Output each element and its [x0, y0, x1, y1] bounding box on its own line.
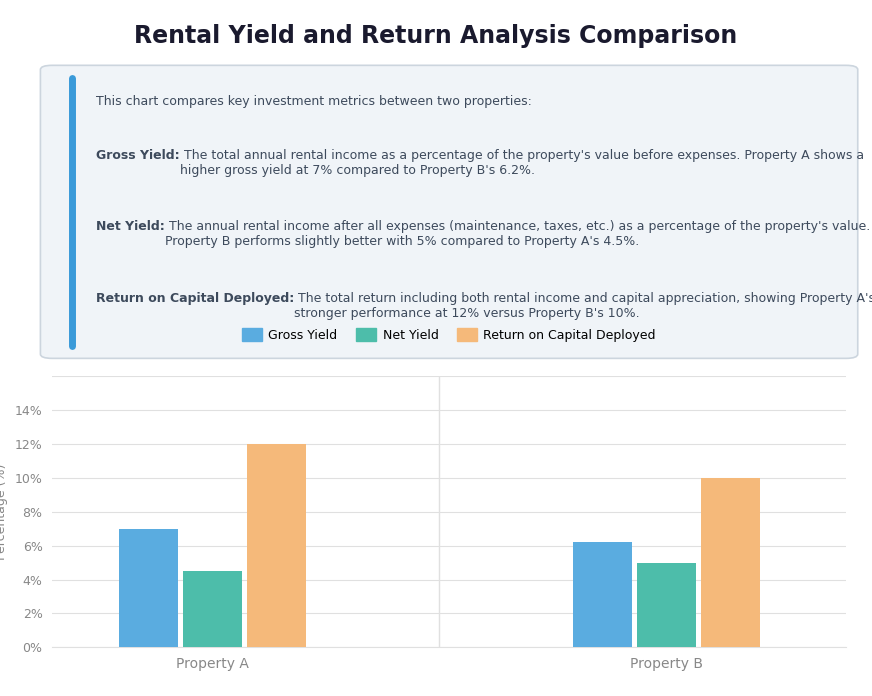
Text: Net Yield:: Net Yield: — [96, 221, 165, 233]
Text: Gross Yield:: Gross Yield: — [96, 149, 180, 162]
Bar — [573, 542, 632, 647]
Text: Return on Capital Deployed:: Return on Capital Deployed: — [96, 292, 294, 305]
Legend: Gross Yield, Net Yield, Return on Capital Deployed: Gross Yield, Net Yield, Return on Capita… — [237, 323, 661, 347]
Text: The annual rental income after all expenses (maintenance, taxes, etc.) as a perc: The annual rental income after all expen… — [165, 221, 870, 248]
Text: The total return including both rental income and capital appreciation, showing : The total return including both rental i… — [294, 292, 872, 319]
Bar — [247, 444, 306, 647]
Bar — [701, 478, 760, 647]
FancyBboxPatch shape — [40, 65, 858, 358]
Text: This chart compares key investment metrics between two properties:: This chart compares key investment metri… — [96, 95, 532, 108]
Bar — [182, 571, 242, 647]
Text: The total annual rental income as a percentage of the property's value before ex: The total annual rental income as a perc… — [180, 149, 863, 177]
Text: Rental Yield and Return Analysis Comparison: Rental Yield and Return Analysis Compari… — [134, 24, 738, 48]
Bar — [637, 562, 697, 647]
Bar — [119, 529, 178, 647]
Y-axis label: Percentage (%): Percentage (%) — [0, 464, 8, 560]
